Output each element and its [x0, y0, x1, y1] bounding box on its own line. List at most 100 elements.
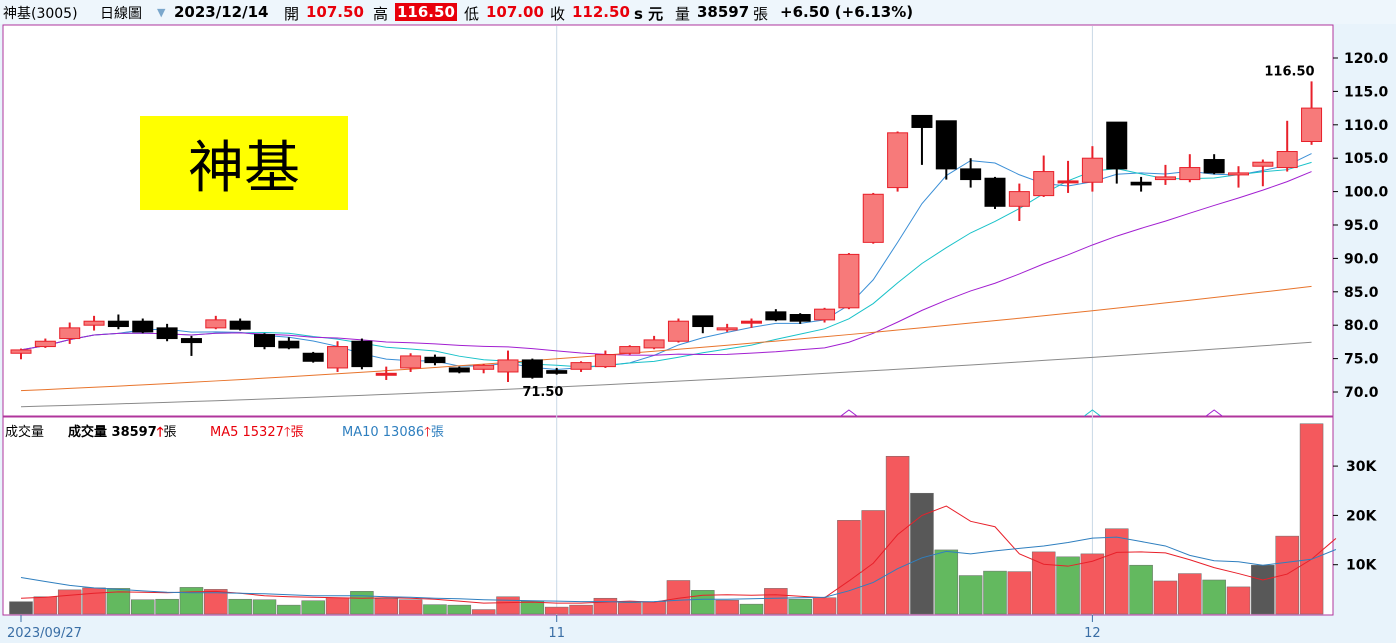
candle-body: [59, 327, 81, 340]
candle-body: [765, 311, 787, 321]
volume-bar: [1299, 423, 1324, 615]
price-axis-tick: 95.0: [1344, 218, 1379, 234]
candle-body: [229, 320, 251, 330]
volume-bar: [544, 606, 569, 615]
candle-body: [1301, 107, 1323, 142]
close-value: 112.50: [572, 3, 630, 21]
volume-axis-tick: 30K: [1346, 459, 1377, 475]
volume-bar: [131, 599, 155, 615]
candle-body: [814, 308, 836, 321]
candle-body: [107, 320, 129, 328]
volume-bar: [228, 598, 252, 615]
candle-body: [1057, 180, 1079, 184]
volume-bar: [764, 588, 788, 615]
volume-bar: [471, 609, 496, 615]
volume-bar: [593, 597, 618, 615]
candle-body: [156, 327, 178, 340]
stock-name[interactable]: 神基(3005): [3, 6, 78, 22]
candle-body: [960, 168, 982, 181]
candle-body: [448, 367, 470, 373]
candle-body: [546, 370, 568, 374]
up-arrow-icon: 🡑: [283, 425, 291, 440]
ma10-unit: 張: [430, 425, 444, 440]
volume-bar: [1031, 551, 1056, 615]
candle-body: [1276, 151, 1298, 169]
candle-body: [1203, 159, 1225, 174]
ma5-unit: 張: [290, 425, 304, 440]
volume-label: 量: [675, 5, 691, 23]
volume-value: 38597: [697, 3, 750, 21]
candle-body: [1179, 167, 1201, 181]
volume-bar: [569, 604, 593, 615]
volume-bar: [252, 599, 277, 615]
volume-bar: [983, 570, 1007, 615]
candle-body: [1033, 171, 1055, 197]
period-selector[interactable]: 日線圖: [100, 6, 142, 22]
candle-body: [10, 349, 32, 354]
volume-bar: [1275, 535, 1299, 615]
volume-bar: [1056, 556, 1080, 615]
candle-body: [789, 314, 811, 322]
volume-ma10-legend: MA10 13086🡑張: [342, 421, 444, 445]
candle-body: [497, 359, 519, 373]
candle-body: [1228, 172, 1249, 176]
quote-date: 2023/12/14: [174, 3, 269, 21]
sma20-line: [20, 171, 1312, 356]
volume-panel-title: 成交量: [5, 425, 45, 440]
volume-ma10-line: [20, 536, 1337, 603]
candle-body: [278, 340, 300, 349]
volume-bar: [277, 604, 301, 615]
candle-body: [570, 362, 592, 370]
volume-bar: [423, 604, 447, 615]
candle-body: [862, 193, 884, 243]
volume-bar: [1105, 528, 1129, 615]
candle-body: [375, 372, 397, 376]
candle-body: [1130, 181, 1152, 186]
close-label: 收: [550, 5, 566, 23]
volume-bar: [1007, 571, 1032, 615]
ma5-text: MA5 15327: [210, 425, 284, 440]
volume-bar: [350, 591, 374, 615]
price-axis-tick: 110.0: [1344, 118, 1389, 134]
price-axis-tick: 75.0: [1344, 352, 1379, 368]
signal-marker-icon: [840, 409, 858, 417]
volume-axis-tick: 20K: [1346, 508, 1377, 524]
price-extreme-label: 71.50: [522, 385, 563, 400]
volume-bar: [9, 601, 33, 615]
price-change: +6.50 (+6.13%): [780, 3, 914, 21]
price-axis-tick: 70.0: [1344, 385, 1379, 401]
up-arrow-icon: 🡑: [156, 425, 164, 440]
candle-body: [473, 364, 495, 370]
volume-bar: [1153, 580, 1178, 615]
candle-body: [521, 359, 543, 378]
volume-bar: [812, 597, 837, 615]
volume-bar: [934, 549, 959, 615]
date-axis-tick: 2023/09/27: [7, 626, 82, 641]
volume-bar: [496, 596, 520, 615]
signal-marker-icon: [1084, 409, 1101, 417]
date-axis-tick: 11: [548, 626, 565, 641]
candle-body: [838, 253, 860, 309]
sma120-line: [20, 341, 1312, 408]
price-axis-tick: 90.0: [1344, 251, 1379, 267]
price-axis-tick: 85.0: [1344, 285, 1379, 301]
candle-body: [619, 346, 641, 354]
volume-bar: [1202, 579, 1226, 615]
candle-body: [254, 334, 275, 348]
volume-bar: [179, 587, 204, 615]
price-panel-frame: [2, 24, 1334, 417]
volume-bar: [861, 510, 885, 615]
volume-bar: [642, 601, 666, 615]
dropdown-icon[interactable]: ▼: [157, 6, 166, 19]
candle-body: [741, 320, 762, 324]
volume-bar: [204, 589, 228, 615]
volume-bar: [739, 603, 764, 615]
sma60-line: [20, 285, 1312, 392]
ma10-text: MA10 13086: [342, 425, 425, 440]
candle-body: [911, 114, 933, 128]
candle-body: [424, 356, 446, 364]
candle-body: [935, 120, 957, 170]
candle-body: [643, 339, 665, 349]
quote-header: 神基(3005) 日線圖 ▼ 2023/12/14 開 107.50 高 116…: [0, 0, 1396, 24]
candle-body: [887, 132, 909, 189]
